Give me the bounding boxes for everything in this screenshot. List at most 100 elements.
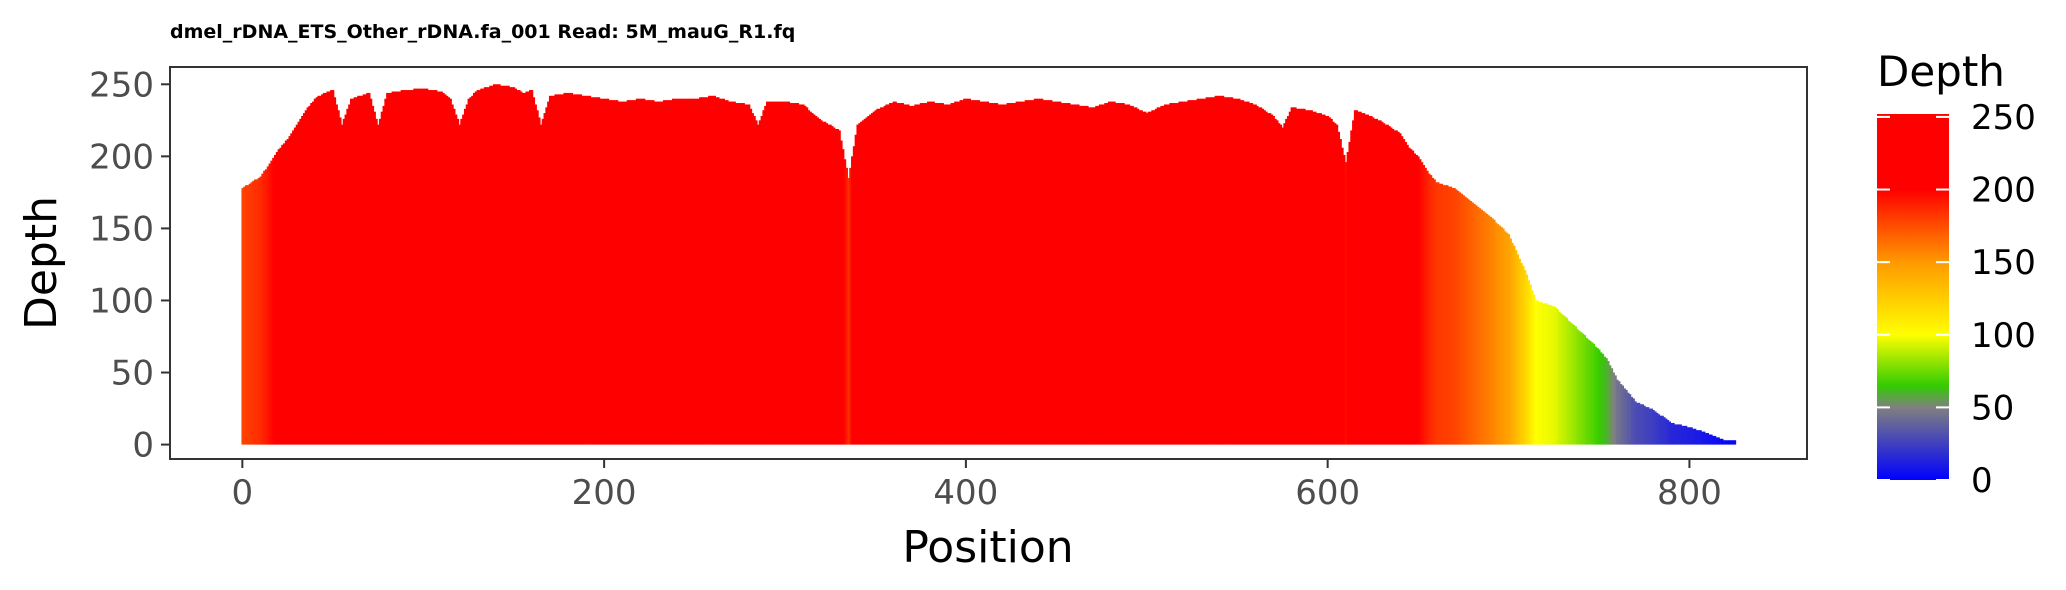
depth-bar bbox=[983, 101, 986, 445]
depth-bar bbox=[1435, 182, 1438, 445]
depth-bar bbox=[1017, 101, 1020, 445]
depth-bar bbox=[465, 104, 469, 445]
depth-bar bbox=[811, 113, 814, 445]
depth-bar bbox=[1127, 104, 1131, 445]
depth-bar bbox=[937, 103, 941, 445]
depth-bar bbox=[901, 103, 905, 445]
depth-bar bbox=[1614, 375, 1617, 445]
depth-bar bbox=[661, 101, 664, 445]
depth-bar bbox=[1116, 103, 1120, 445]
depth-bar bbox=[776, 101, 780, 445]
depth-bar bbox=[313, 98, 317, 445]
depth-bar bbox=[1652, 410, 1655, 445]
depth-bar bbox=[1232, 98, 1236, 445]
depth-bar bbox=[612, 100, 615, 445]
depth-bar bbox=[717, 97, 720, 445]
depth-bar bbox=[520, 91, 523, 445]
depth-bar bbox=[1230, 97, 1234, 445]
depth-bar bbox=[299, 118, 302, 445]
depth-bar bbox=[1297, 108, 1301, 445]
depth-bar bbox=[304, 110, 308, 445]
depth-bar bbox=[1587, 339, 1590, 445]
depth-bar bbox=[1567, 320, 1570, 445]
depth-bar bbox=[977, 100, 981, 445]
depth-bar bbox=[1458, 192, 1462, 445]
depth-bar bbox=[648, 100, 651, 445]
depth-bar bbox=[908, 105, 912, 445]
depth-bar bbox=[302, 113, 306, 445]
depth-bar bbox=[1229, 97, 1232, 445]
depth-bar bbox=[380, 111, 384, 445]
depth-bar bbox=[1225, 97, 1228, 445]
depth-bar bbox=[927, 101, 930, 445]
depth-bar bbox=[858, 123, 861, 445]
legend-tick-label: 150 bbox=[1971, 243, 2036, 283]
depth-bar bbox=[1370, 116, 1373, 445]
depth-bar bbox=[317, 95, 320, 445]
depth-bar bbox=[1153, 110, 1156, 445]
depth-bar bbox=[1044, 100, 1047, 445]
depth-bar bbox=[1040, 98, 1044, 445]
depth-bar bbox=[1603, 356, 1606, 445]
y-axis: 0 50 100 150 200 250 bbox=[89, 65, 170, 466]
depth-bar bbox=[339, 117, 342, 445]
depth-bar bbox=[702, 97, 706, 445]
depth-bar bbox=[639, 98, 642, 445]
depth-bar bbox=[1022, 101, 1026, 445]
depth-bar bbox=[1218, 95, 1221, 445]
depth-bar bbox=[1059, 101, 1062, 445]
depth-bar bbox=[784, 101, 787, 445]
depth-bar bbox=[753, 116, 756, 445]
depth-bar bbox=[404, 90, 407, 445]
depth-bar bbox=[561, 94, 565, 445]
depth-bar bbox=[445, 95, 449, 445]
depth-bar bbox=[1442, 185, 1445, 445]
depth-bar bbox=[635, 98, 639, 445]
x-axis: 0 200 400 600 800 bbox=[232, 459, 1722, 513]
depth-bar bbox=[1115, 103, 1118, 445]
depth-bar bbox=[979, 101, 982, 445]
depth-bar bbox=[851, 156, 854, 445]
depth-bar bbox=[686, 98, 689, 445]
depth-bar bbox=[693, 98, 697, 445]
depth-bar bbox=[704, 97, 707, 445]
depth-bar bbox=[860, 121, 863, 445]
depth-bar bbox=[295, 124, 299, 445]
depth-bar bbox=[623, 101, 626, 445]
depth-bar bbox=[614, 100, 617, 445]
depth-bar bbox=[590, 97, 593, 445]
depth-bar bbox=[1668, 421, 1672, 445]
depth-bar bbox=[1156, 107, 1160, 445]
depth-bar bbox=[1641, 404, 1644, 445]
depth-bar bbox=[632, 100, 635, 445]
depth-bar bbox=[360, 95, 364, 445]
depth-bar bbox=[1453, 188, 1456, 445]
depth-bar bbox=[552, 95, 555, 445]
depth-bar bbox=[984, 101, 988, 445]
depth-bar bbox=[1142, 111, 1145, 445]
depth-bar bbox=[1050, 100, 1053, 445]
depth-bar bbox=[1681, 425, 1684, 445]
depth-bar bbox=[257, 177, 261, 445]
depth-bar bbox=[362, 94, 366, 445]
depth-bar bbox=[1305, 110, 1308, 445]
depth-bar bbox=[691, 98, 695, 445]
depth-bar bbox=[1540, 301, 1543, 445]
depth-bar bbox=[248, 183, 252, 445]
depth-bar bbox=[478, 90, 481, 445]
depth-bar bbox=[1612, 372, 1615, 445]
depth-bar bbox=[1561, 314, 1565, 445]
depth-bar bbox=[1628, 394, 1632, 445]
depth-bar bbox=[1002, 104, 1006, 445]
depth-bar bbox=[1478, 208, 1482, 445]
depth-bar bbox=[1276, 120, 1279, 445]
depth-bar bbox=[1344, 162, 1348, 445]
depth-bar bbox=[749, 108, 753, 445]
depth-bar bbox=[615, 100, 619, 445]
depth-bar bbox=[825, 123, 829, 445]
depth-bar bbox=[1388, 126, 1391, 445]
depth-bar bbox=[1210, 97, 1214, 445]
legend-ticks: 0 50 100 150 200 250 bbox=[1877, 98, 2036, 501]
depth-bar bbox=[1252, 104, 1255, 445]
depth-bar bbox=[245, 185, 248, 445]
